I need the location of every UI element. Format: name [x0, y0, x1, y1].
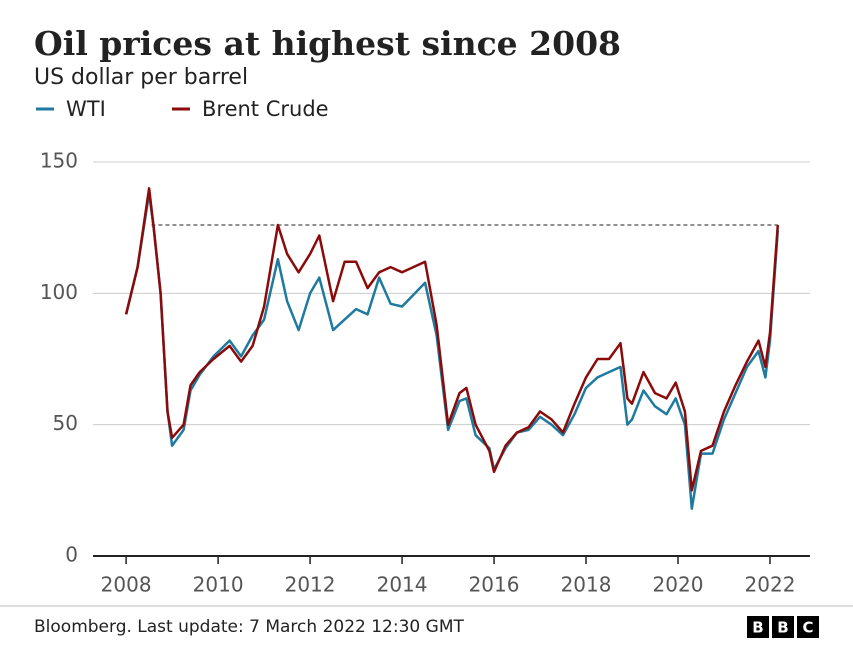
x-tick-label: 2008	[101, 573, 152, 597]
y-tick-label: 0	[65, 543, 78, 567]
series-line	[124, 187, 780, 492]
logo-letter: B	[777, 619, 788, 637]
x-tick-label: 2012	[285, 573, 336, 597]
y-tick-label: 150	[40, 149, 78, 173]
chart-subtitle: US dollar per barrel	[34, 65, 248, 90]
series-line	[124, 192, 780, 510]
x-tick-label: 2018	[561, 573, 612, 597]
x-tick-label: 2016	[469, 573, 520, 597]
x-tick-label: 2014	[377, 573, 428, 597]
x-tick-label: 2010	[193, 573, 244, 597]
x-tick-label: 2022	[745, 573, 796, 597]
chart-title: Oil prices at highest since 2008	[34, 24, 621, 63]
x-tick-label: 2020	[653, 573, 704, 597]
logo-letter: B	[752, 619, 763, 637]
logo-letter: C	[802, 619, 813, 637]
source: Bloomberg. Last update: 7 March 2022 12:…	[34, 617, 464, 637]
y-tick-label: 50	[53, 411, 78, 435]
logo-box	[772, 616, 794, 638]
legend-label: WTI	[66, 97, 106, 121]
logo-box	[747, 616, 769, 638]
y-tick-label: 100	[40, 280, 78, 304]
logo-box	[797, 616, 819, 638]
legend-label: Brent Crude	[202, 97, 329, 121]
